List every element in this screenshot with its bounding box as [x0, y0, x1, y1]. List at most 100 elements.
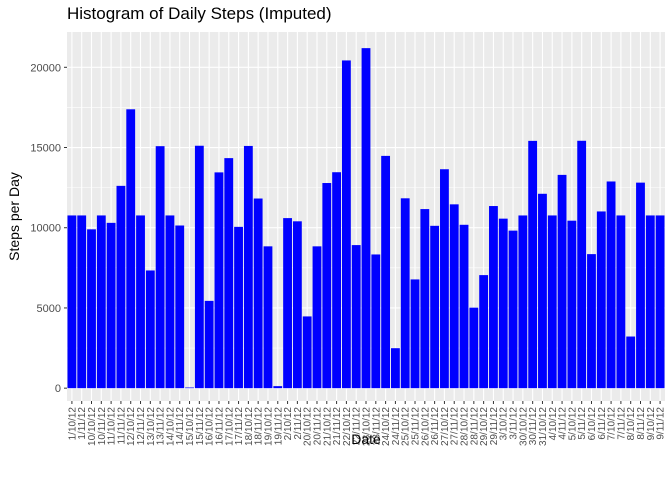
bar-30-10-12	[518, 215, 528, 389]
bar-18-11-12	[253, 198, 263, 389]
bar-2-11-12	[292, 221, 302, 389]
x-tick-label: 24/10/12	[381, 407, 392, 446]
bar-27-10-12	[440, 169, 449, 389]
x-tick-label: 16/11/12	[214, 407, 225, 446]
bar-14-10-12	[165, 215, 175, 389]
bar-22-11-12	[351, 245, 361, 389]
bar-2-10-12	[283, 218, 292, 389]
bar-11-11-12	[116, 185, 126, 389]
bar-10-10-12	[87, 229, 96, 389]
bar-5-10-12	[567, 220, 577, 389]
x-tick-label: 27/11/12	[450, 407, 461, 446]
x-tick-label: 18/10/12	[244, 407, 255, 446]
bar-17-11-12	[234, 226, 243, 389]
bar-7-11-12	[616, 215, 626, 389]
bar-30-11-12	[528, 140, 538, 389]
bar-1-10-12	[67, 215, 77, 389]
x-tick-label: 1/11/12	[77, 407, 88, 440]
x-tick-label: 12/10/12	[126, 407, 137, 446]
bar-29-11-12	[489, 206, 498, 389]
x-tick-label: 19/11/12	[273, 407, 284, 446]
bar-17-10-12	[224, 158, 234, 389]
bar-20-11-12	[312, 246, 322, 389]
y-tick-label: 20000	[30, 62, 61, 74]
bar-13-11-12	[155, 146, 165, 389]
bar-27-11-12	[449, 204, 459, 389]
x-tick-label: 20/11/12	[312, 407, 323, 446]
bar-15-11-12	[194, 145, 204, 389]
x-tick-label: 15/11/12	[195, 407, 206, 446]
x-tick-label: 9/10/12	[646, 407, 657, 441]
x-tick-label: 25/11/12	[411, 407, 422, 446]
bar-23-10-12	[361, 48, 371, 389]
bar-9-10-12	[645, 215, 655, 389]
x-tick-label: 12/11/12	[136, 407, 147, 446]
x-tick-label: 29/10/12	[479, 407, 490, 446]
bar-26-10-12	[420, 209, 430, 389]
bar-16-11-12	[214, 172, 224, 389]
x-tick-label: 14/11/12	[175, 407, 186, 446]
x-tick-label: 13/10/12	[146, 407, 157, 446]
bar-21-10-12	[322, 183, 332, 389]
x-tick-label: 27/10/12	[440, 407, 451, 446]
bar-4-10-12	[547, 215, 557, 389]
x-tick-label: 20/10/12	[303, 407, 314, 446]
x-tick-label: 10/11/12	[97, 407, 108, 446]
bar-29-10-12	[479, 275, 489, 389]
y-axis-ticks: 0 5000 10000 15000 20000	[30, 62, 67, 395]
x-tick-label: 21/11/12	[332, 407, 343, 446]
x-tick-label: 8/10/12	[626, 407, 637, 441]
x-tick-label: 17/10/12	[224, 407, 235, 446]
bar-6-10-12	[587, 254, 596, 389]
x-tick-label: 5/10/12	[567, 407, 578, 441]
bar-21-11-12	[332, 172, 342, 389]
bar-22-10-12	[341, 60, 351, 389]
x-tick-label: 21/10/12	[322, 407, 333, 446]
x-tick-label: 22/11/12	[352, 407, 363, 446]
bar-25-11-12	[410, 279, 420, 389]
bar-3-11-12	[508, 230, 518, 389]
x-tick-label: 1/10/12	[67, 407, 78, 441]
x-tick-label: 19/10/12	[263, 407, 274, 446]
x-tick-label: 24/11/12	[391, 407, 402, 446]
bar-31-10-12	[538, 193, 547, 389]
bar-19-11-12	[273, 386, 283, 389]
y-tick-label: 10000	[30, 223, 61, 235]
bar-16-10-12	[204, 300, 214, 389]
bar-24-11-12	[390, 348, 400, 389]
bar-6-11-12	[596, 211, 606, 389]
bar-8-11-12	[636, 182, 645, 389]
x-tick-label: 28/10/12	[460, 407, 471, 446]
x-tick-label: 11/11/12	[116, 407, 127, 445]
x-tick-label: 28/11/12	[469, 407, 480, 446]
x-tick-label: 5/11/12	[577, 407, 588, 440]
bar-12-10-12	[126, 109, 136, 389]
bar-3-10-12	[498, 218, 508, 389]
x-tick-label: 22/10/12	[342, 407, 353, 446]
x-tick-label: 30/10/12	[518, 407, 529, 446]
bar-20-10-12	[302, 316, 312, 389]
y-tick-label: 0	[55, 383, 61, 395]
bars	[67, 48, 665, 389]
x-tick-label: 26/11/12	[430, 407, 441, 446]
bar-18-10-12	[243, 145, 253, 389]
x-tick-label: 23/10/12	[362, 407, 373, 446]
bar-19-10-12	[263, 246, 273, 389]
bar-10-11-12	[96, 215, 106, 389]
x-tick-label: 17/11/12	[234, 407, 245, 446]
x-tick-label: 30/11/12	[528, 407, 539, 446]
x-tick-label: 8/11/12	[636, 407, 647, 440]
x-tick-label: 26/10/12	[420, 407, 431, 446]
x-tick-label: 14/10/12	[165, 407, 176, 446]
y-tick-label: 15000	[30, 143, 61, 155]
x-tick-label: 4/11/12	[558, 407, 569, 440]
bar-5-11-12	[577, 140, 587, 389]
x-tick-label: 31/10/12	[538, 407, 549, 446]
x-tick-label: 29/11/12	[489, 407, 500, 446]
x-tick-label: 3/11/12	[509, 407, 520, 440]
x-tick-label: 10/10/12	[87, 407, 98, 446]
x-tick-label: 15/10/12	[185, 407, 196, 446]
x-tick-label: 6/11/12	[597, 407, 608, 440]
bar-7-10-12	[606, 181, 616, 389]
bar-9-11-12	[655, 215, 665, 389]
